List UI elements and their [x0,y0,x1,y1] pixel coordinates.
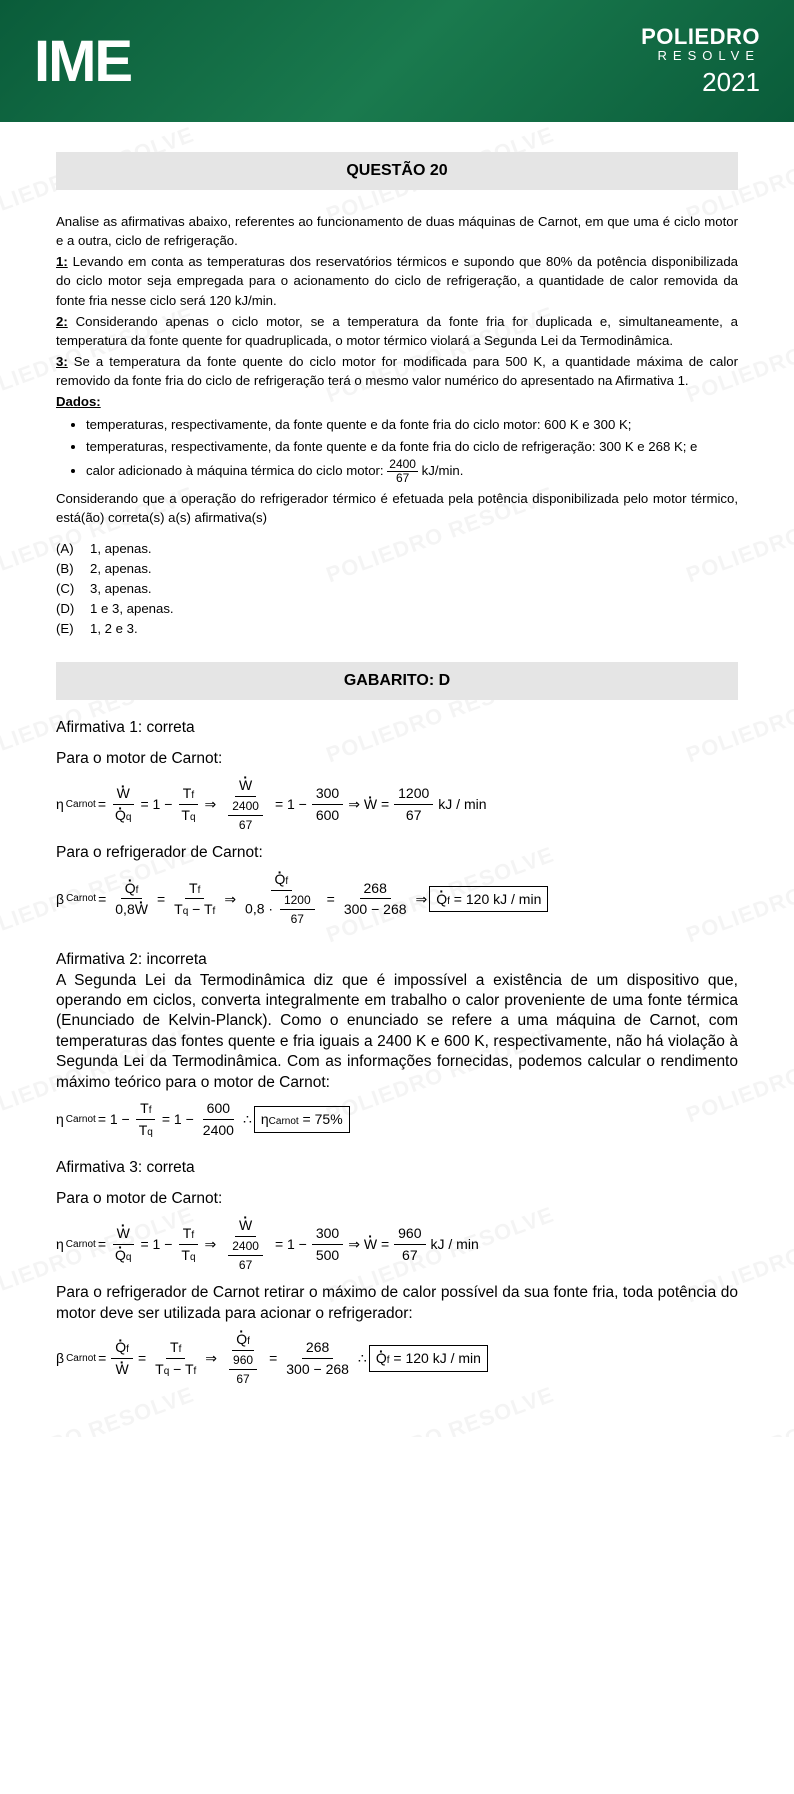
answer-d: (D)1 e 3, apenas. [56,599,738,619]
stmt2-label: 2: [56,314,68,329]
answer-e: (E)1, 2 e 3. [56,619,738,639]
statement-2: 2: Considerando apenas o ciclo motor, se… [56,312,738,350]
equation-4: ηCarnot = WQq = 1 − TfTq ⇒ W240067 = 1 −… [56,1216,738,1273]
stmt1-text: Levando em conta as temperaturas dos res… [56,254,738,307]
af2-text: A Segunda Lei da Termodinâmica diz que é… [56,971,738,1094]
dados-frac-prefix: calor adicionado à máquina térmica do ci… [86,463,387,478]
content-area: POLIEDRO RESOLVE POLIEDRO RESOLVE POLIED… [0,122,794,1437]
af3-title: Afirmativa 3: correta [56,1158,738,1179]
result-box: Qf = 120 kJ / min [369,1345,488,1372]
answer-options: (A)1, apenas. (B)2, apenas. (C)3, apenas… [56,539,738,638]
af3-motor-label: Para o motor de Carnot: [56,1189,738,1210]
dados-item: calor adicionado à máquina térmica do ci… [86,458,738,485]
closing-text: Considerando que a operação do refrigera… [56,489,738,527]
statement-3: 3: Se a temperatura da fonte quente do c… [56,352,738,390]
watermark-text: POLIEDRO RESOLVE [323,1382,558,1438]
af2-title: Afirmativa 2: incorreta [56,950,738,971]
stmt2-text: Considerando apenas o ciclo motor, se a … [56,314,738,348]
equation-3: ηCarnot = 1 − TfTq = 1 − 6002400 ∴ ηCarn… [56,1099,738,1140]
dados-item: temperaturas, respectivamente, da fonte … [86,415,738,434]
stmt3-text: Se a temperatura da fonte quente do cicl… [56,354,738,388]
equation-1: ηCarnot = WQq = 1 − TfTq ⇒ W240067 = 1 −… [56,776,738,833]
gabarito-title: GABARITO: D [56,662,738,700]
dados-fraction: 2400 67 [387,458,418,485]
header-banner: IME POLIEDRO RESOLVE 2021 [0,0,794,122]
af1-title: Afirmativa 1: correta [56,718,738,739]
stmt1-label: 1: [56,254,68,269]
question-body: Analise as afirmativas abaixo, referente… [56,212,738,527]
logo-poliedro: POLIEDRO RESOLVE 2021 [641,24,760,98]
logo-right-top: POLIEDRO [641,24,760,50]
equation-5: βCarnot = QfW = TfTq − Tf ⇒ Qf96067 = 26… [56,1330,738,1387]
result-box: Qf = 120 kJ / min [429,886,548,913]
answer-b: (B)2, apenas. [56,559,738,579]
question-intro: Analise as afirmativas abaixo, referente… [56,212,738,250]
answer-a: (A)1, apenas. [56,539,738,559]
statement-1: 1: Levando em conta as temperaturas dos … [56,252,738,309]
solution: Afirmativa 1: correta Para o motor de Ca… [56,718,738,1387]
equation-2: βCarnot = Qf0,8W = TfTq − Tf ⇒ Qf0,8 · 1… [56,870,738,927]
watermark-text: POLIEDRO RESOLVE [683,1382,794,1438]
logo-right-year: 2021 [641,67,760,98]
af1-motor-label: Para o motor de Carnot: [56,749,738,770]
dados-item: temperaturas, respectivamente, da fonte … [86,437,738,456]
stmt3-label: 3: [56,354,68,369]
question-title: QUESTÃO 20 [56,152,738,190]
logo-right-mid: RESOLVE [641,48,760,63]
result-box: ηCarnot = 75% [254,1106,350,1133]
logo-ime: IME [34,28,131,95]
watermark-text: POLIEDRO RESOLVE [0,1382,198,1438]
af1-refrig-label: Para o refrigerador de Carnot: [56,843,738,864]
dados-list: temperaturas, respectivamente, da fonte … [86,415,738,485]
af3-refrig-label: Para o refrigerador de Carnot retirar o … [56,1283,738,1324]
dados-frac-suffix: kJ/min. [422,463,464,478]
answer-c: (C)3, apenas. [56,579,738,599]
dados-label: Dados: [56,392,738,411]
